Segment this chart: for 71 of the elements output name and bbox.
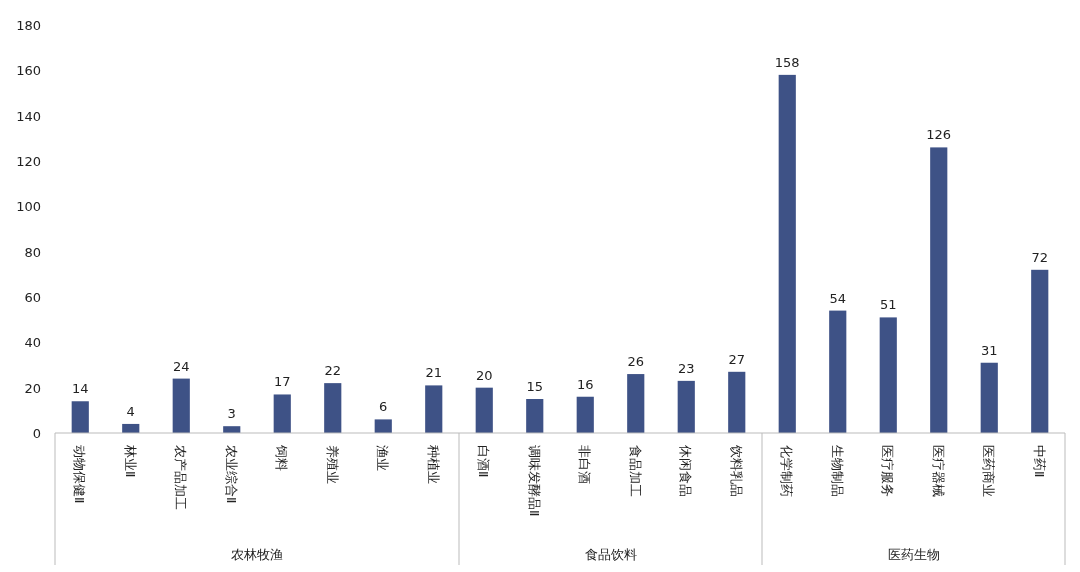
data-label: 3 [227, 406, 236, 422]
x-axis-title: 医药生物 [887, 547, 940, 562]
x-tick-label: 生物制品 [829, 445, 845, 497]
y-tick-label: 60 [24, 290, 41, 305]
x-tick-label: 休闲食品 [678, 445, 694, 497]
bar [71, 401, 89, 433]
x-tick-label: 化学制药 [779, 445, 795, 497]
data-label: 26 [627, 354, 645, 370]
bar [879, 317, 897, 433]
y-tick-label: 40 [24, 335, 41, 351]
x-axis-title: 农林牧渔 [231, 547, 283, 562]
y-tick-label: 80 [24, 244, 41, 260]
bar [475, 387, 493, 433]
bar [324, 383, 342, 433]
x-tick-label: 农业综合Ⅱ [223, 445, 239, 504]
x-tick-label: 食品加工 [627, 445, 643, 497]
bar [172, 378, 190, 433]
data-label: 27 [728, 351, 746, 367]
data-label: 23 [677, 360, 695, 376]
bar [374, 419, 392, 433]
bar [273, 394, 291, 433]
y-tick-label: 20 [24, 380, 41, 396]
data-label: 20 [475, 367, 493, 383]
data-label: 51 [879, 297, 897, 313]
bar [980, 362, 998, 433]
y-tick-label: 120 [16, 154, 41, 169]
data-label: 22 [324, 363, 342, 379]
y-tick-label: 160 [16, 63, 41, 79]
x-tick-label: 非白酒 [577, 445, 593, 484]
data-label: 4 [126, 403, 135, 419]
data-label: 31 [980, 342, 998, 358]
bar [1031, 269, 1049, 433]
bar [778, 74, 796, 433]
x-axis-title: 食品饮料 [584, 547, 637, 562]
data-label: 158 [774, 54, 800, 70]
data-label: 6 [379, 399, 388, 415]
data-label: 24 [172, 358, 190, 374]
x-tick-label: 医疗器械 [930, 445, 946, 497]
x-tick-label: 养殖业 [324, 445, 340, 484]
data-label: 16 [576, 376, 594, 392]
data-label: 15 [526, 379, 544, 394]
x-tick-label: 调味发酵品Ⅱ [526, 445, 542, 517]
x-tick-label: 农产品加工 [173, 445, 189, 510]
bar [829, 310, 847, 433]
x-tick-label: 饲料 [274, 444, 290, 471]
bar [425, 385, 443, 433]
bar [677, 380, 695, 433]
x-tick-label: 种植业 [425, 445, 441, 484]
y-tick-label: 0 [32, 426, 41, 441]
x-tick-label: 中药Ⅱ [1031, 445, 1047, 478]
x-tick-label: 林业Ⅱ [122, 444, 138, 478]
x-tick-label: 饮料乳品 [728, 444, 744, 497]
x-tick-label: 渔业 [375, 445, 391, 471]
x-tick-label: 动物保健Ⅱ [72, 445, 88, 504]
bar [930, 147, 948, 433]
bar [728, 371, 746, 433]
y-tick-label: 100 [16, 199, 41, 215]
x-tick-label: 医药商业 [981, 445, 997, 497]
x-tick-label: 白酒Ⅱ [476, 445, 492, 478]
bar [576, 396, 594, 433]
data-label: 21 [425, 365, 443, 381]
data-label: 17 [273, 374, 291, 390]
data-label: 14 [71, 381, 89, 397]
x-tick-label: 医疗服务 [880, 445, 896, 497]
bar [526, 399, 544, 433]
data-label: 72 [1031, 249, 1049, 265]
data-label: 126 [926, 127, 952, 143]
data-label: 54 [829, 290, 847, 306]
y-tick-label: 140 [16, 108, 41, 124]
y-tick-label: 180 [16, 18, 41, 33]
bar [627, 374, 645, 433]
